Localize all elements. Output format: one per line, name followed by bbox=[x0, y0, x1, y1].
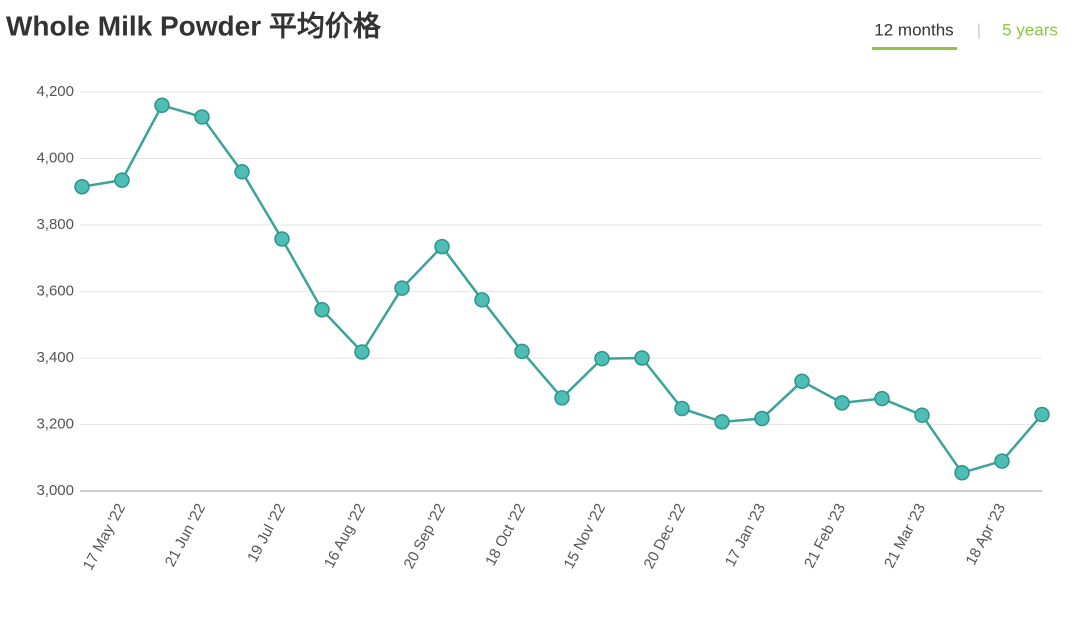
point bbox=[754, 410, 770, 427]
tab-5-years[interactable]: 5 years bbox=[1002, 20, 1058, 39]
x-tick-label: 16 Aug '22 bbox=[321, 501, 369, 571]
point bbox=[954, 464, 970, 481]
point bbox=[554, 390, 570, 406]
x-tick-label: 20 Dec '22 bbox=[641, 501, 689, 572]
point bbox=[394, 280, 410, 296]
x-tick-label: 17 Jan '23 bbox=[722, 501, 769, 570]
chart-title: Whole Milk Powder 平均价格 bbox=[6, 10, 382, 41]
point bbox=[474, 292, 490, 308]
point bbox=[74, 179, 90, 195]
x-tick-label: 21 Feb '23 bbox=[801, 501, 849, 571]
point bbox=[354, 344, 370, 360]
tab-12-months[interactable]: 12 months bbox=[874, 20, 953, 39]
point bbox=[514, 343, 530, 360]
x-tick-label: 18 Oct '22 bbox=[482, 501, 529, 569]
point bbox=[434, 238, 450, 255]
y-tick-label: 3,800 bbox=[36, 216, 74, 233]
x-tick-label: 19 Jul '22 bbox=[244, 501, 289, 565]
y-tick-label: 3,600 bbox=[36, 282, 74, 299]
line bbox=[81, 103, 1043, 475]
x-tick-label: 21 Jun '22 bbox=[162, 501, 209, 570]
point bbox=[234, 164, 250, 180]
y-tick-label: 4,200 bbox=[36, 83, 74, 100]
point bbox=[634, 350, 650, 366]
point bbox=[274, 231, 290, 247]
x-tick-label: 21 Mar '23 bbox=[881, 501, 929, 571]
point bbox=[994, 453, 1010, 469]
point bbox=[794, 373, 810, 390]
point bbox=[154, 97, 170, 114]
y-tick-label: 3,400 bbox=[36, 349, 74, 366]
x-tick-label: 20 Sep '22 bbox=[401, 501, 449, 572]
point bbox=[194, 109, 210, 125]
y-tick-label: 4,000 bbox=[36, 149, 74, 166]
tab-separator: | bbox=[977, 20, 981, 39]
point bbox=[834, 395, 850, 411]
point bbox=[314, 302, 330, 318]
point bbox=[1034, 406, 1050, 423]
point bbox=[914, 407, 930, 423]
point bbox=[674, 400, 690, 417]
y-tick-label: 3,000 bbox=[36, 482, 74, 499]
point bbox=[594, 350, 610, 367]
x-tick-label: 18 Apr '23 bbox=[963, 501, 1010, 568]
point bbox=[714, 414, 730, 430]
x-tick-label: 15 Nov '22 bbox=[561, 501, 609, 572]
point bbox=[874, 390, 890, 407]
tab-underline bbox=[872, 47, 957, 50]
x-tick-label: 17 May '22 bbox=[80, 501, 129, 573]
y-tick-label: 3,200 bbox=[36, 415, 74, 432]
point bbox=[114, 172, 130, 188]
